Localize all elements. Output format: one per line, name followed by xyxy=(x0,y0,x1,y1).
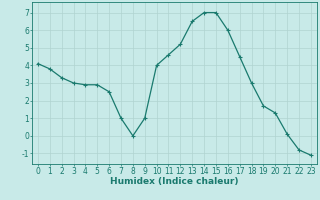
X-axis label: Humidex (Indice chaleur): Humidex (Indice chaleur) xyxy=(110,177,239,186)
